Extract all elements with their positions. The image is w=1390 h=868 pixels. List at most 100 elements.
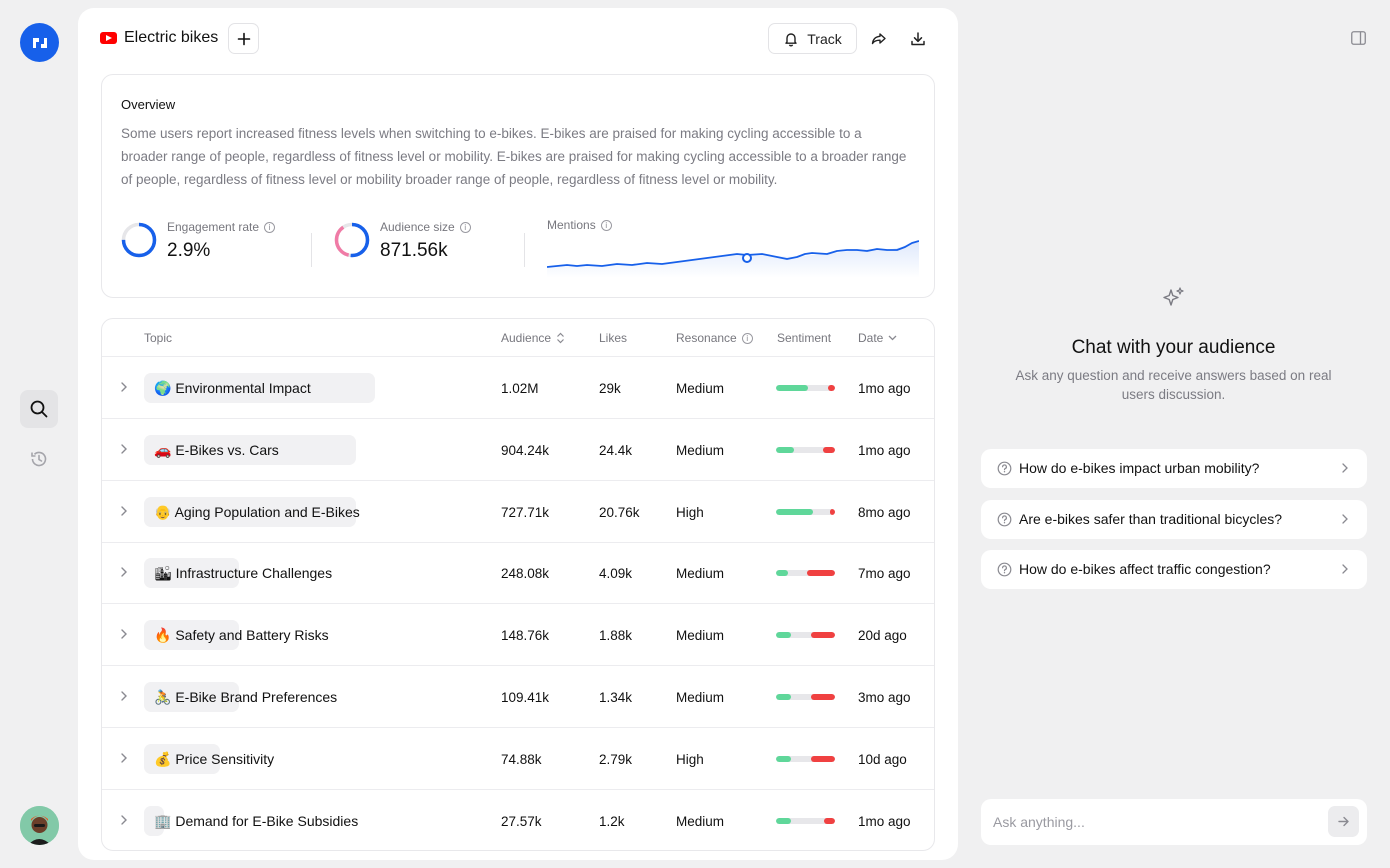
table-row[interactable]: 🚴 E-Bike Brand Preferences 109.41k 1.34k… (102, 666, 934, 728)
share-button[interactable] (863, 23, 894, 54)
topic-emoji: 🔥 (154, 627, 172, 644)
sentiment-positive (776, 570, 788, 577)
chevron-right-icon[interactable] (119, 380, 129, 394)
engagement-label: Engagement rate (167, 220, 260, 234)
chevron-right-icon[interactable] (119, 442, 129, 456)
info-icon[interactable]: i (264, 221, 276, 233)
likes-cell: 4.09k (599, 566, 633, 582)
topic-pill (144, 558, 239, 589)
question-icon (997, 562, 1012, 577)
date-cell: 1mo ago (858, 442, 911, 458)
track-button[interactable]: Track (768, 23, 857, 54)
share-icon (871, 32, 886, 44)
table-row[interactable]: 🚗 E-Bikes vs. Cars 904.24k 24.4k Medium … (102, 419, 934, 481)
sentiment-negative (811, 632, 835, 639)
sentiment-positive (776, 755, 791, 762)
table-row[interactable]: 🌍 Environmental Impact 1.02M 29k Medium … (102, 357, 934, 419)
resonance-cell: Medium (676, 442, 725, 458)
resonance-cell: Medium (676, 628, 725, 644)
search-icon (30, 400, 48, 418)
history-button[interactable] (20, 440, 58, 478)
topic-name[interactable]: 🚗 E-Bikes vs. Cars (154, 441, 279, 458)
col-likes: Likes (599, 331, 628, 345)
topic-name[interactable]: 💰 Price Sensitivity (154, 750, 275, 767)
chevron-right-icon[interactable] (119, 813, 129, 827)
chevron-right-icon (1342, 564, 1348, 574)
col-audience[interactable]: Audience (501, 331, 565, 345)
question-icon (997, 461, 1012, 476)
likes-cell: 1.2k (599, 813, 625, 829)
sentiment-bar (776, 385, 835, 391)
col-sentiment: Sentiment (777, 331, 832, 345)
likes-cell: 1.88k (599, 628, 633, 644)
chevron-right-icon[interactable] (119, 504, 129, 518)
topic-name[interactable]: 🏙 Infrastructure Challenges (154, 565, 333, 582)
avatar[interactable] (20, 806, 59, 845)
chevron-right-icon[interactable] (119, 627, 129, 641)
topic-name[interactable]: 🏢 Demand for E-Bike Subsidies (154, 812, 359, 829)
table-row[interactable]: 🏙 Infrastructure Challenges 248.08k 4.09… (102, 542, 934, 605)
sentiment-negative (827, 385, 835, 391)
date-cell: 10d ago (858, 751, 907, 767)
audience-cell: 727.71k (501, 504, 550, 520)
resonance-cell: Medium (676, 566, 725, 582)
arrow-right-icon (1338, 816, 1349, 827)
table-row[interactable]: 💰 Price Sensitivity 74.88k 2.79k High 10… (102, 728, 934, 790)
col-date[interactable]: Date (858, 331, 897, 345)
app-logo-icon[interactable] (20, 23, 59, 62)
topic-name[interactable]: 🔥 Safety and Battery Risks (154, 627, 329, 644)
overview-card: Overview Some users report increased fit… (101, 74, 935, 298)
audience-cell: 148.76k (501, 628, 550, 644)
panel-toggle-button[interactable] (1351, 31, 1366, 50)
topic-emoji: 🌍 (154, 380, 172, 396)
search-button[interactable] (20, 390, 58, 428)
resonance-cell: High (676, 504, 704, 520)
chevron-right-icon[interactable] (119, 751, 129, 765)
info-icon[interactable]: i (459, 221, 471, 233)
sentiment-bar (776, 755, 835, 762)
download-icon (910, 31, 925, 45)
sentiment-negative (807, 570, 835, 577)
suggestion-item[interactable]: How do e-bikes impact urban mobility? (981, 449, 1367, 488)
suggestion-item[interactable]: Are e-bikes safer than traditional bicyc… (981, 499, 1367, 539)
sort-icon (557, 332, 564, 344)
topic-emoji: 🏙 (154, 565, 172, 582)
topic-name[interactable]: 🚴 E-Bike Brand Preferences (154, 689, 338, 705)
date-cell: 1mo ago (858, 381, 911, 396)
sentiment-negative (823, 446, 835, 453)
chat-input-box[interactable]: Ask anything... (981, 799, 1367, 845)
topic-emoji: 🚴 (154, 689, 172, 705)
sentiment-bar (776, 817, 835, 824)
engagement-value: 2.9% (167, 240, 211, 261)
send-button[interactable] (1328, 806, 1359, 837)
audience-value: 871.56k (380, 240, 448, 261)
chat-input[interactable]: Ask anything... (993, 814, 1085, 830)
suggestion-item[interactable]: How do e-bikes affect traffic congestion… (981, 550, 1367, 589)
sentiment-negative (811, 694, 835, 700)
add-button[interactable] (228, 23, 259, 54)
plus-icon (237, 32, 250, 45)
chevron-right-icon[interactable] (119, 689, 129, 703)
table-row[interactable]: 🏢 Demand for E-Bike Subsidies 27.57k 1.2… (102, 790, 934, 850)
info-icon[interactable]: i (741, 332, 753, 344)
chevron-right-icon[interactable] (119, 565, 129, 579)
table-row[interactable]: 👴 Aging Population and E-Bikes 727.71k 2… (102, 481, 934, 543)
topic-pill (144, 434, 356, 465)
info-icon[interactable]: i (600, 219, 612, 231)
audience-cell: 109.41k (501, 690, 550, 705)
likes-cell: 29k (599, 381, 621, 396)
download-button[interactable] (902, 23, 933, 54)
chevron-down-icon (888, 335, 897, 341)
topic-name[interactable]: 👴 Aging Population and E-Bikes (154, 503, 360, 520)
sentiment-positive (776, 446, 794, 453)
table-row[interactable]: 🔥 Safety and Battery Risks 148.76k 1.88k… (102, 604, 934, 667)
sentiment-positive (776, 508, 813, 515)
suggestion-text: Are e-bikes safer than traditional bicyc… (1019, 510, 1283, 527)
engagement-metric: Engagement rate i 2.9% (121, 220, 301, 270)
audience-donut (334, 222, 370, 258)
sparkle-icon (1163, 287, 1184, 306)
topic-name[interactable]: 🌍 Environmental Impact (154, 380, 311, 396)
audience-label: Audience size (380, 220, 455, 234)
topic-pill (144, 743, 220, 774)
table-header: Topic Audience Likes Resonance i Sentimen… (102, 319, 934, 357)
